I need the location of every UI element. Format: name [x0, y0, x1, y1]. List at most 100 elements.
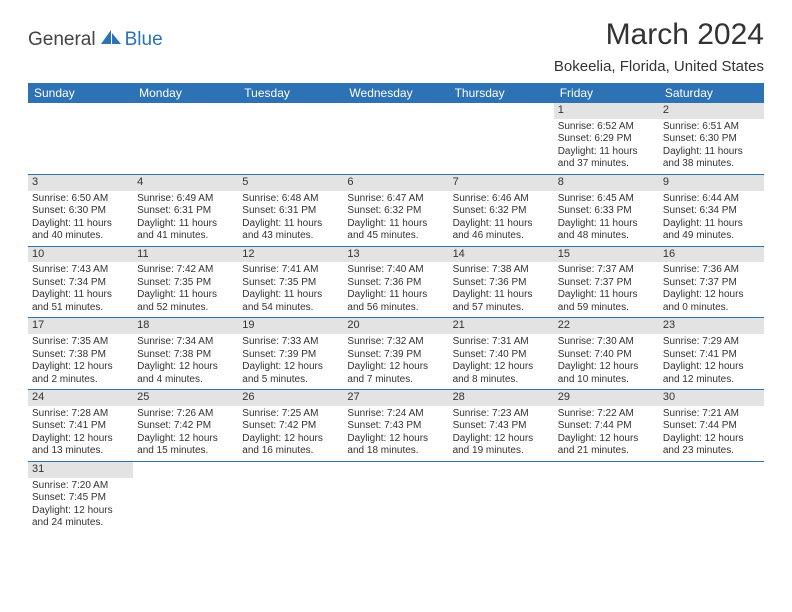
calendar-cell-empty [133, 103, 238, 174]
sunset-text: Sunset: 7:38 PM [137, 349, 234, 362]
daylight-line1: Daylight: 11 hours [347, 289, 444, 302]
daylight-line1: Daylight: 11 hours [558, 289, 655, 302]
sunset-text: Sunset: 7:42 PM [137, 420, 234, 433]
day-details: Sunrise: 6:47 AMSunset: 6:32 PMDaylight:… [343, 191, 448, 246]
sunset-text: Sunset: 6:31 PM [242, 205, 339, 218]
daylight-line2: and 19 minutes. [453, 445, 550, 458]
day-number: 24 [28, 390, 133, 406]
daylight-line1: Daylight: 11 hours [137, 218, 234, 231]
calendar-cell: 17Sunrise: 7:35 AMSunset: 7:38 PMDayligh… [28, 318, 133, 390]
daylight-line1: Daylight: 11 hours [558, 146, 655, 159]
calendar-cell: 19Sunrise: 7:33 AMSunset: 7:39 PMDayligh… [238, 318, 343, 390]
day-number: 18 [133, 318, 238, 334]
sunset-text: Sunset: 7:42 PM [242, 420, 339, 433]
sunrise-text: Sunrise: 7:32 AM [347, 336, 444, 349]
sunset-text: Sunset: 7:36 PM [453, 277, 550, 290]
calendar-cell: 4Sunrise: 6:49 AMSunset: 6:31 PMDaylight… [133, 174, 238, 246]
calendar-cell: 6Sunrise: 6:47 AMSunset: 6:32 PMDaylight… [343, 174, 448, 246]
daylight-line2: and 5 minutes. [242, 374, 339, 387]
sunset-text: Sunset: 6:30 PM [32, 205, 129, 218]
day-details: Sunrise: 7:28 AMSunset: 7:41 PMDaylight:… [28, 406, 133, 461]
daylight-line1: Daylight: 11 hours [347, 218, 444, 231]
calendar-cell-empty [343, 461, 448, 532]
sunrise-text: Sunrise: 7:37 AM [558, 264, 655, 277]
sunrise-text: Sunrise: 7:42 AM [137, 264, 234, 277]
daylight-line1: Daylight: 12 hours [137, 361, 234, 374]
calendar-cell: 9Sunrise: 6:44 AMSunset: 6:34 PMDaylight… [659, 174, 764, 246]
daylight-line2: and 40 minutes. [32, 230, 129, 243]
day-details: Sunrise: 7:41 AMSunset: 7:35 PMDaylight:… [238, 262, 343, 317]
sunrise-text: Sunrise: 7:28 AM [32, 408, 129, 421]
logo-text-blue: Blue [125, 29, 163, 51]
sunrise-text: Sunrise: 7:23 AM [453, 408, 550, 421]
weekday-header-row: SundayMondayTuesdayWednesdayThursdayFrid… [28, 83, 764, 103]
calendar-cell: 18Sunrise: 7:34 AMSunset: 7:38 PMDayligh… [133, 318, 238, 390]
calendar-cell: 30Sunrise: 7:21 AMSunset: 7:44 PMDayligh… [659, 390, 764, 462]
title-block: March 2024 Bokeelia, Florida, United Sta… [554, 18, 764, 75]
daylight-line1: Daylight: 12 hours [663, 361, 760, 374]
month-title: March 2024 [554, 18, 764, 52]
day-details: Sunrise: 6:44 AMSunset: 6:34 PMDaylight:… [659, 191, 764, 246]
calendar-cell: 31Sunrise: 7:20 AMSunset: 7:45 PMDayligh… [28, 461, 133, 532]
calendar-cell-empty [343, 103, 448, 174]
calendar-row: 10Sunrise: 7:43 AMSunset: 7:34 PMDayligh… [28, 246, 764, 318]
sunrise-text: Sunrise: 7:40 AM [347, 264, 444, 277]
sunset-text: Sunset: 7:37 PM [558, 277, 655, 290]
day-number: 5 [238, 175, 343, 191]
sunrise-text: Sunrise: 7:24 AM [347, 408, 444, 421]
day-number: 2 [659, 103, 764, 119]
sunset-text: Sunset: 7:35 PM [242, 277, 339, 290]
daylight-line1: Daylight: 11 hours [32, 218, 129, 231]
sunrise-text: Sunrise: 7:26 AM [137, 408, 234, 421]
daylight-line1: Daylight: 11 hours [242, 218, 339, 231]
day-number: 26 [238, 390, 343, 406]
calendar-row: 1Sunrise: 6:52 AMSunset: 6:29 PMDaylight… [28, 103, 764, 174]
sail-icon [99, 28, 123, 51]
daylight-line1: Daylight: 12 hours [558, 361, 655, 374]
sunset-text: Sunset: 7:37 PM [663, 277, 760, 290]
calendar-row: 24Sunrise: 7:28 AMSunset: 7:41 PMDayligh… [28, 390, 764, 462]
day-number: 15 [554, 247, 659, 263]
sunrise-text: Sunrise: 6:50 AM [32, 193, 129, 206]
sunset-text: Sunset: 7:35 PM [137, 277, 234, 290]
daylight-line1: Daylight: 12 hours [242, 361, 339, 374]
calendar-cell-empty [449, 461, 554, 532]
day-number: 31 [28, 462, 133, 478]
daylight-line1: Daylight: 12 hours [663, 289, 760, 302]
day-details: Sunrise: 7:31 AMSunset: 7:40 PMDaylight:… [449, 334, 554, 389]
daylight-line1: Daylight: 12 hours [347, 433, 444, 446]
day-number: 6 [343, 175, 448, 191]
daylight-line1: Daylight: 12 hours [558, 433, 655, 446]
calendar-cell: 5 Sunrise: 6:48 AMSunset: 6:31 PMDaylight… [238, 174, 343, 246]
weekday-header: Saturday [659, 83, 764, 103]
day-number: 20 [343, 318, 448, 334]
calendar-cell: 26Sunrise: 7:25 AMSunset: 7:42 PMDayligh… [238, 390, 343, 462]
calendar-cell-empty [28, 103, 133, 174]
sunrise-text: Sunrise: 6:48 AM [242, 193, 339, 206]
daylight-line2: and 51 minutes. [32, 302, 129, 315]
day-details: Sunrise: 6:52 AMSunset: 6:29 PMDaylight:… [554, 119, 659, 174]
daylight-line2: and 16 minutes. [242, 445, 339, 458]
daylight-line2: and 8 minutes. [453, 374, 550, 387]
sunset-text: Sunset: 6:29 PM [558, 133, 655, 146]
day-number: 22 [554, 318, 659, 334]
sunrise-text: Sunrise: 7:29 AM [663, 336, 760, 349]
calendar-cell-empty [238, 461, 343, 532]
day-details: Sunrise: 7:32 AMSunset: 7:39 PMDaylight:… [343, 334, 448, 389]
calendar-cell: 22Sunrise: 7:30 AMSunset: 7:40 PMDayligh… [554, 318, 659, 390]
day-number: 29 [554, 390, 659, 406]
daylight-line1: Daylight: 12 hours [453, 433, 550, 446]
location: Bokeelia, Florida, United States [554, 58, 764, 75]
sunset-text: Sunset: 6:32 PM [453, 205, 550, 218]
sunrise-text: Sunrise: 7:22 AM [558, 408, 655, 421]
daylight-line2: and 21 minutes. [558, 445, 655, 458]
daylight-line1: Daylight: 12 hours [32, 505, 129, 518]
day-details: Sunrise: 7:21 AMSunset: 7:44 PMDaylight:… [659, 406, 764, 461]
day-details: Sunrise: 7:43 AMSunset: 7:34 PMDaylight:… [28, 262, 133, 317]
calendar-cell: 20Sunrise: 7:32 AMSunset: 7:39 PMDayligh… [343, 318, 448, 390]
calendar-cell: 12Sunrise: 7:41 AMSunset: 7:35 PMDayligh… [238, 246, 343, 318]
weekday-header: Thursday [449, 83, 554, 103]
day-number: 3 [28, 175, 133, 191]
daylight-line2: and 12 minutes. [663, 374, 760, 387]
day-number: 7 [449, 175, 554, 191]
